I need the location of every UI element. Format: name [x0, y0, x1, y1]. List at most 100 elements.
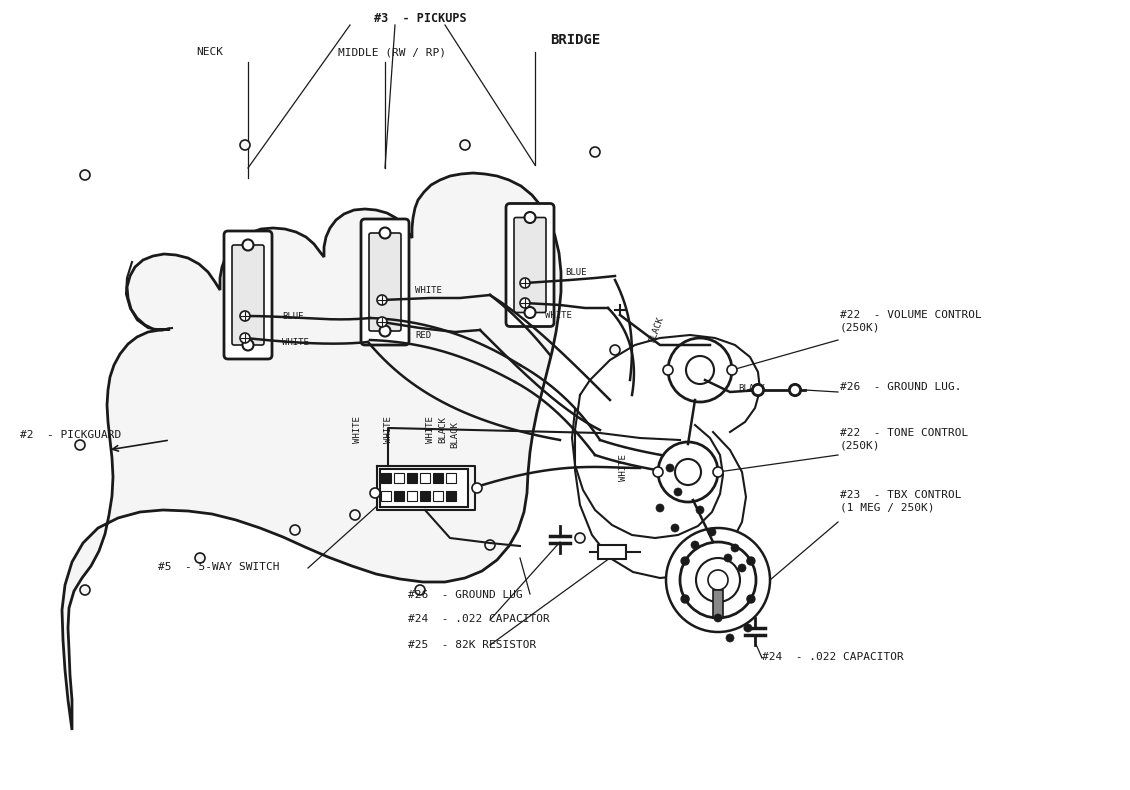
Circle shape	[520, 298, 530, 308]
Circle shape	[738, 564, 746, 572]
Circle shape	[680, 542, 756, 618]
Text: BLACK: BLACK	[451, 421, 460, 448]
Circle shape	[696, 506, 704, 514]
Bar	[433, 473, 443, 483]
Text: NECK: NECK	[197, 47, 224, 57]
Bar	[394, 491, 405, 501]
Circle shape	[753, 385, 763, 395]
Circle shape	[666, 464, 673, 472]
Circle shape	[240, 140, 250, 150]
Bar	[380, 469, 468, 507]
Text: BLACK: BLACK	[647, 316, 666, 344]
Text: #25  - 82K RESISTOR: #25 - 82K RESISTOR	[408, 640, 537, 650]
FancyBboxPatch shape	[232, 245, 264, 345]
Text: #26  - GROUND LUG: #26 - GROUND LUG	[408, 590, 523, 600]
Circle shape	[663, 365, 673, 375]
Circle shape	[240, 311, 250, 321]
Text: #23  - TBX CONTROL
(1 MEG / 250K): #23 - TBX CONTROL (1 MEG / 250K)	[840, 491, 962, 512]
Bar	[433, 491, 443, 501]
Text: #3  - PICKUPS: #3 - PICKUPS	[374, 12, 467, 24]
Circle shape	[658, 442, 718, 502]
Circle shape	[377, 295, 386, 305]
Circle shape	[653, 467, 663, 477]
Bar	[394, 473, 405, 483]
Circle shape	[744, 624, 751, 632]
Circle shape	[590, 147, 600, 157]
Circle shape	[75, 440, 85, 450]
FancyBboxPatch shape	[514, 217, 546, 313]
Circle shape	[715, 469, 721, 475]
Text: RED: RED	[415, 330, 432, 340]
FancyBboxPatch shape	[360, 219, 409, 345]
Circle shape	[524, 307, 536, 318]
FancyBboxPatch shape	[506, 204, 554, 326]
Text: #24  - .022 CAPACITOR: #24 - .022 CAPACITOR	[762, 652, 904, 662]
Circle shape	[724, 554, 732, 562]
Text: BRIDGE: BRIDGE	[550, 33, 600, 47]
Circle shape	[520, 278, 530, 288]
Text: #5  - 5-WAY SWITCH: #5 - 5-WAY SWITCH	[158, 562, 279, 572]
Text: WHITE: WHITE	[353, 416, 362, 443]
Circle shape	[731, 544, 739, 552]
Bar	[713, 590, 723, 618]
Circle shape	[524, 212, 536, 223]
Circle shape	[380, 228, 391, 239]
Circle shape	[370, 488, 380, 498]
Circle shape	[666, 528, 770, 632]
Text: WHITE: WHITE	[282, 337, 308, 347]
Polygon shape	[62, 173, 560, 730]
Circle shape	[657, 504, 664, 512]
Circle shape	[713, 467, 723, 477]
Circle shape	[668, 338, 732, 402]
Circle shape	[377, 317, 386, 327]
Circle shape	[80, 170, 90, 180]
Text: #26  - GROUND LUG.: #26 - GROUND LUG.	[840, 382, 962, 392]
Text: BLUE: BLUE	[565, 268, 586, 276]
Circle shape	[673, 488, 683, 496]
Circle shape	[671, 524, 679, 532]
Circle shape	[790, 385, 800, 395]
Text: BLACK: BLACK	[438, 416, 447, 443]
Text: #22  - VOLUME CONTROL
(250K): #22 - VOLUME CONTROL (250K)	[840, 310, 982, 332]
FancyBboxPatch shape	[370, 233, 401, 331]
Bar	[420, 491, 431, 501]
Text: WHITE: WHITE	[545, 310, 572, 319]
Circle shape	[751, 384, 764, 396]
Circle shape	[195, 553, 205, 563]
Text: WHITE: WHITE	[618, 454, 627, 481]
Text: MIDDLE (RW / RP): MIDDLE (RW / RP)	[338, 47, 446, 57]
Circle shape	[709, 570, 728, 590]
Circle shape	[460, 140, 470, 150]
Circle shape	[243, 239, 253, 250]
Circle shape	[729, 367, 734, 373]
Circle shape	[747, 557, 755, 565]
Circle shape	[675, 459, 701, 485]
Circle shape	[686, 356, 714, 384]
Circle shape	[709, 528, 716, 536]
Circle shape	[681, 557, 689, 565]
Circle shape	[485, 540, 495, 550]
Circle shape	[575, 533, 585, 543]
Circle shape	[696, 558, 740, 602]
Text: BLACK: BLACK	[738, 383, 765, 393]
Circle shape	[789, 384, 801, 396]
Circle shape	[727, 365, 737, 375]
Circle shape	[664, 367, 671, 373]
Text: WHITE: WHITE	[383, 416, 392, 443]
Text: #22  - TONE CONTROL
(250K): #22 - TONE CONTROL (250K)	[840, 428, 968, 450]
Circle shape	[681, 595, 689, 603]
Text: WHITE: WHITE	[415, 285, 442, 295]
Circle shape	[415, 585, 425, 595]
Circle shape	[380, 325, 391, 337]
Bar	[407, 491, 417, 501]
Circle shape	[290, 525, 299, 535]
Bar	[598, 545, 626, 559]
Text: WHITE: WHITE	[426, 416, 435, 443]
Bar	[446, 491, 457, 501]
Circle shape	[350, 510, 360, 520]
Bar	[381, 491, 391, 501]
FancyBboxPatch shape	[224, 231, 272, 359]
Circle shape	[610, 345, 620, 355]
Circle shape	[747, 595, 755, 603]
Circle shape	[472, 483, 483, 493]
